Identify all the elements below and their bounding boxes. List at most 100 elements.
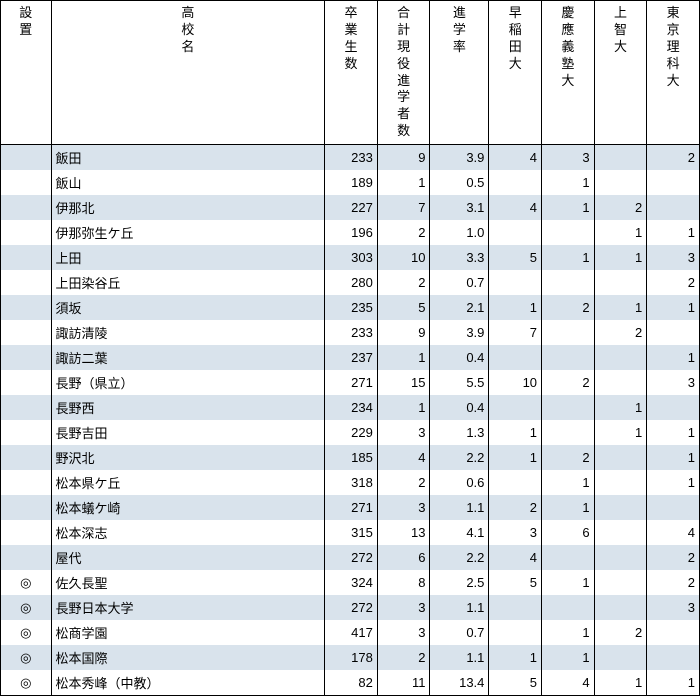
header-tus: 東京理科大 bbox=[647, 1, 700, 145]
cell-graduates: 324 bbox=[325, 570, 378, 595]
cell-mark bbox=[1, 370, 52, 395]
cell-waseda: 4 bbox=[489, 145, 542, 171]
cell-graduates: 234 bbox=[325, 395, 378, 420]
cell-sophia: 2 bbox=[594, 320, 647, 345]
cell-waseda: 1 bbox=[489, 445, 542, 470]
cell-total: 1 bbox=[377, 170, 430, 195]
cell-tus: 2 bbox=[647, 145, 700, 171]
cell-graduates: 417 bbox=[325, 620, 378, 645]
table-row: ◎松商学園41730.712 bbox=[1, 620, 700, 645]
cell-school-name: 伊那弥生ケ丘 bbox=[51, 220, 325, 245]
table-row: 伊那北22773.1412 bbox=[1, 195, 700, 220]
cell-total: 9 bbox=[377, 145, 430, 171]
cell-total: 15 bbox=[377, 370, 430, 395]
cell-rate: 1.3 bbox=[430, 420, 489, 445]
cell-mark bbox=[1, 320, 52, 345]
cell-total: 13 bbox=[377, 520, 430, 545]
cell-school-name: 長野日本大学 bbox=[51, 595, 325, 620]
cell-waseda: 3 bbox=[489, 520, 542, 545]
cell-school-name: 飯山 bbox=[51, 170, 325, 195]
table-row: ◎松本国際17821.111 bbox=[1, 645, 700, 670]
table-row: ◎佐久長聖32482.5512 bbox=[1, 570, 700, 595]
cell-waseda bbox=[489, 395, 542, 420]
cell-keio bbox=[542, 345, 595, 370]
cell-rate: 3.3 bbox=[430, 245, 489, 270]
cell-rate: 3.9 bbox=[430, 320, 489, 345]
cell-rate: 5.5 bbox=[430, 370, 489, 395]
cell-sophia bbox=[594, 170, 647, 195]
cell-mark: ◎ bbox=[1, 645, 52, 670]
table-row: 諏訪二葉23710.41 bbox=[1, 345, 700, 370]
table-row: 松本蟻ケ崎27131.121 bbox=[1, 495, 700, 520]
cell-graduates: 318 bbox=[325, 470, 378, 495]
table-row: 長野（県立）271155.51023 bbox=[1, 370, 700, 395]
cell-sophia bbox=[594, 470, 647, 495]
cell-rate: 2.2 bbox=[430, 445, 489, 470]
cell-graduates: 229 bbox=[325, 420, 378, 445]
cell-waseda: 4 bbox=[489, 195, 542, 220]
header-waseda: 早稲田大 bbox=[489, 1, 542, 145]
cell-waseda bbox=[489, 595, 542, 620]
cell-tus bbox=[647, 620, 700, 645]
cell-keio: 2 bbox=[542, 295, 595, 320]
cell-mark bbox=[1, 545, 52, 570]
cell-mark bbox=[1, 420, 52, 445]
cell-keio: 1 bbox=[542, 570, 595, 595]
cell-total: 3 bbox=[377, 495, 430, 520]
cell-school-name: 上田 bbox=[51, 245, 325, 270]
cell-mark: ◎ bbox=[1, 620, 52, 645]
cell-mark bbox=[1, 520, 52, 545]
cell-mark bbox=[1, 220, 52, 245]
cell-waseda bbox=[489, 220, 542, 245]
cell-graduates: 185 bbox=[325, 445, 378, 470]
cell-waseda: 2 bbox=[489, 495, 542, 520]
cell-school-name: 松商学園 bbox=[51, 620, 325, 645]
cell-graduates: 280 bbox=[325, 270, 378, 295]
header-graduates: 卒業生数 bbox=[325, 1, 378, 145]
cell-tus: 4 bbox=[647, 520, 700, 545]
cell-keio bbox=[542, 595, 595, 620]
cell-tus: 2 bbox=[647, 570, 700, 595]
cell-waseda: 5 bbox=[489, 245, 542, 270]
cell-rate: 1.1 bbox=[430, 645, 489, 670]
cell-sophia bbox=[594, 595, 647, 620]
cell-rate: 3.1 bbox=[430, 195, 489, 220]
cell-school-name: 上田染谷丘 bbox=[51, 270, 325, 295]
cell-keio: 1 bbox=[542, 245, 595, 270]
cell-total: 3 bbox=[377, 620, 430, 645]
cell-sophia bbox=[594, 145, 647, 171]
cell-school-name: 諏訪二葉 bbox=[51, 345, 325, 370]
cell-school-name: 飯田 bbox=[51, 145, 325, 171]
cell-graduates: 303 bbox=[325, 245, 378, 270]
header-sophia: 上智大 bbox=[594, 1, 647, 145]
cell-sophia: 1 bbox=[594, 420, 647, 445]
cell-sophia bbox=[594, 520, 647, 545]
header-rate: 進学率 bbox=[430, 1, 489, 145]
cell-waseda: 10 bbox=[489, 370, 542, 395]
table-row: 上田303103.35113 bbox=[1, 245, 700, 270]
table-row: ◎長野日本大学27231.13 bbox=[1, 595, 700, 620]
cell-tus: 2 bbox=[647, 545, 700, 570]
table-row: 飯田23393.9432 bbox=[1, 145, 700, 171]
cell-sophia: 1 bbox=[594, 395, 647, 420]
cell-total: 4 bbox=[377, 445, 430, 470]
cell-total: 5 bbox=[377, 295, 430, 320]
cell-tus: 1 bbox=[647, 220, 700, 245]
cell-total: 1 bbox=[377, 395, 430, 420]
cell-school-name: 松本県ケ丘 bbox=[51, 470, 325, 495]
cell-mark bbox=[1, 145, 52, 171]
cell-keio: 1 bbox=[542, 170, 595, 195]
cell-graduates: 196 bbox=[325, 220, 378, 245]
cell-keio: 1 bbox=[542, 495, 595, 520]
header-total-current: 合計現役進学者数 bbox=[377, 1, 430, 145]
cell-rate: 0.5 bbox=[430, 170, 489, 195]
cell-school-name: 伊那北 bbox=[51, 195, 325, 220]
cell-total: 9 bbox=[377, 320, 430, 345]
cell-keio: 2 bbox=[542, 445, 595, 470]
cell-waseda: 5 bbox=[489, 570, 542, 595]
cell-sophia bbox=[594, 370, 647, 395]
cell-school-name: 松本国際 bbox=[51, 645, 325, 670]
cell-graduates: 237 bbox=[325, 345, 378, 370]
cell-tus: 1 bbox=[647, 345, 700, 370]
cell-rate: 2.2 bbox=[430, 545, 489, 570]
